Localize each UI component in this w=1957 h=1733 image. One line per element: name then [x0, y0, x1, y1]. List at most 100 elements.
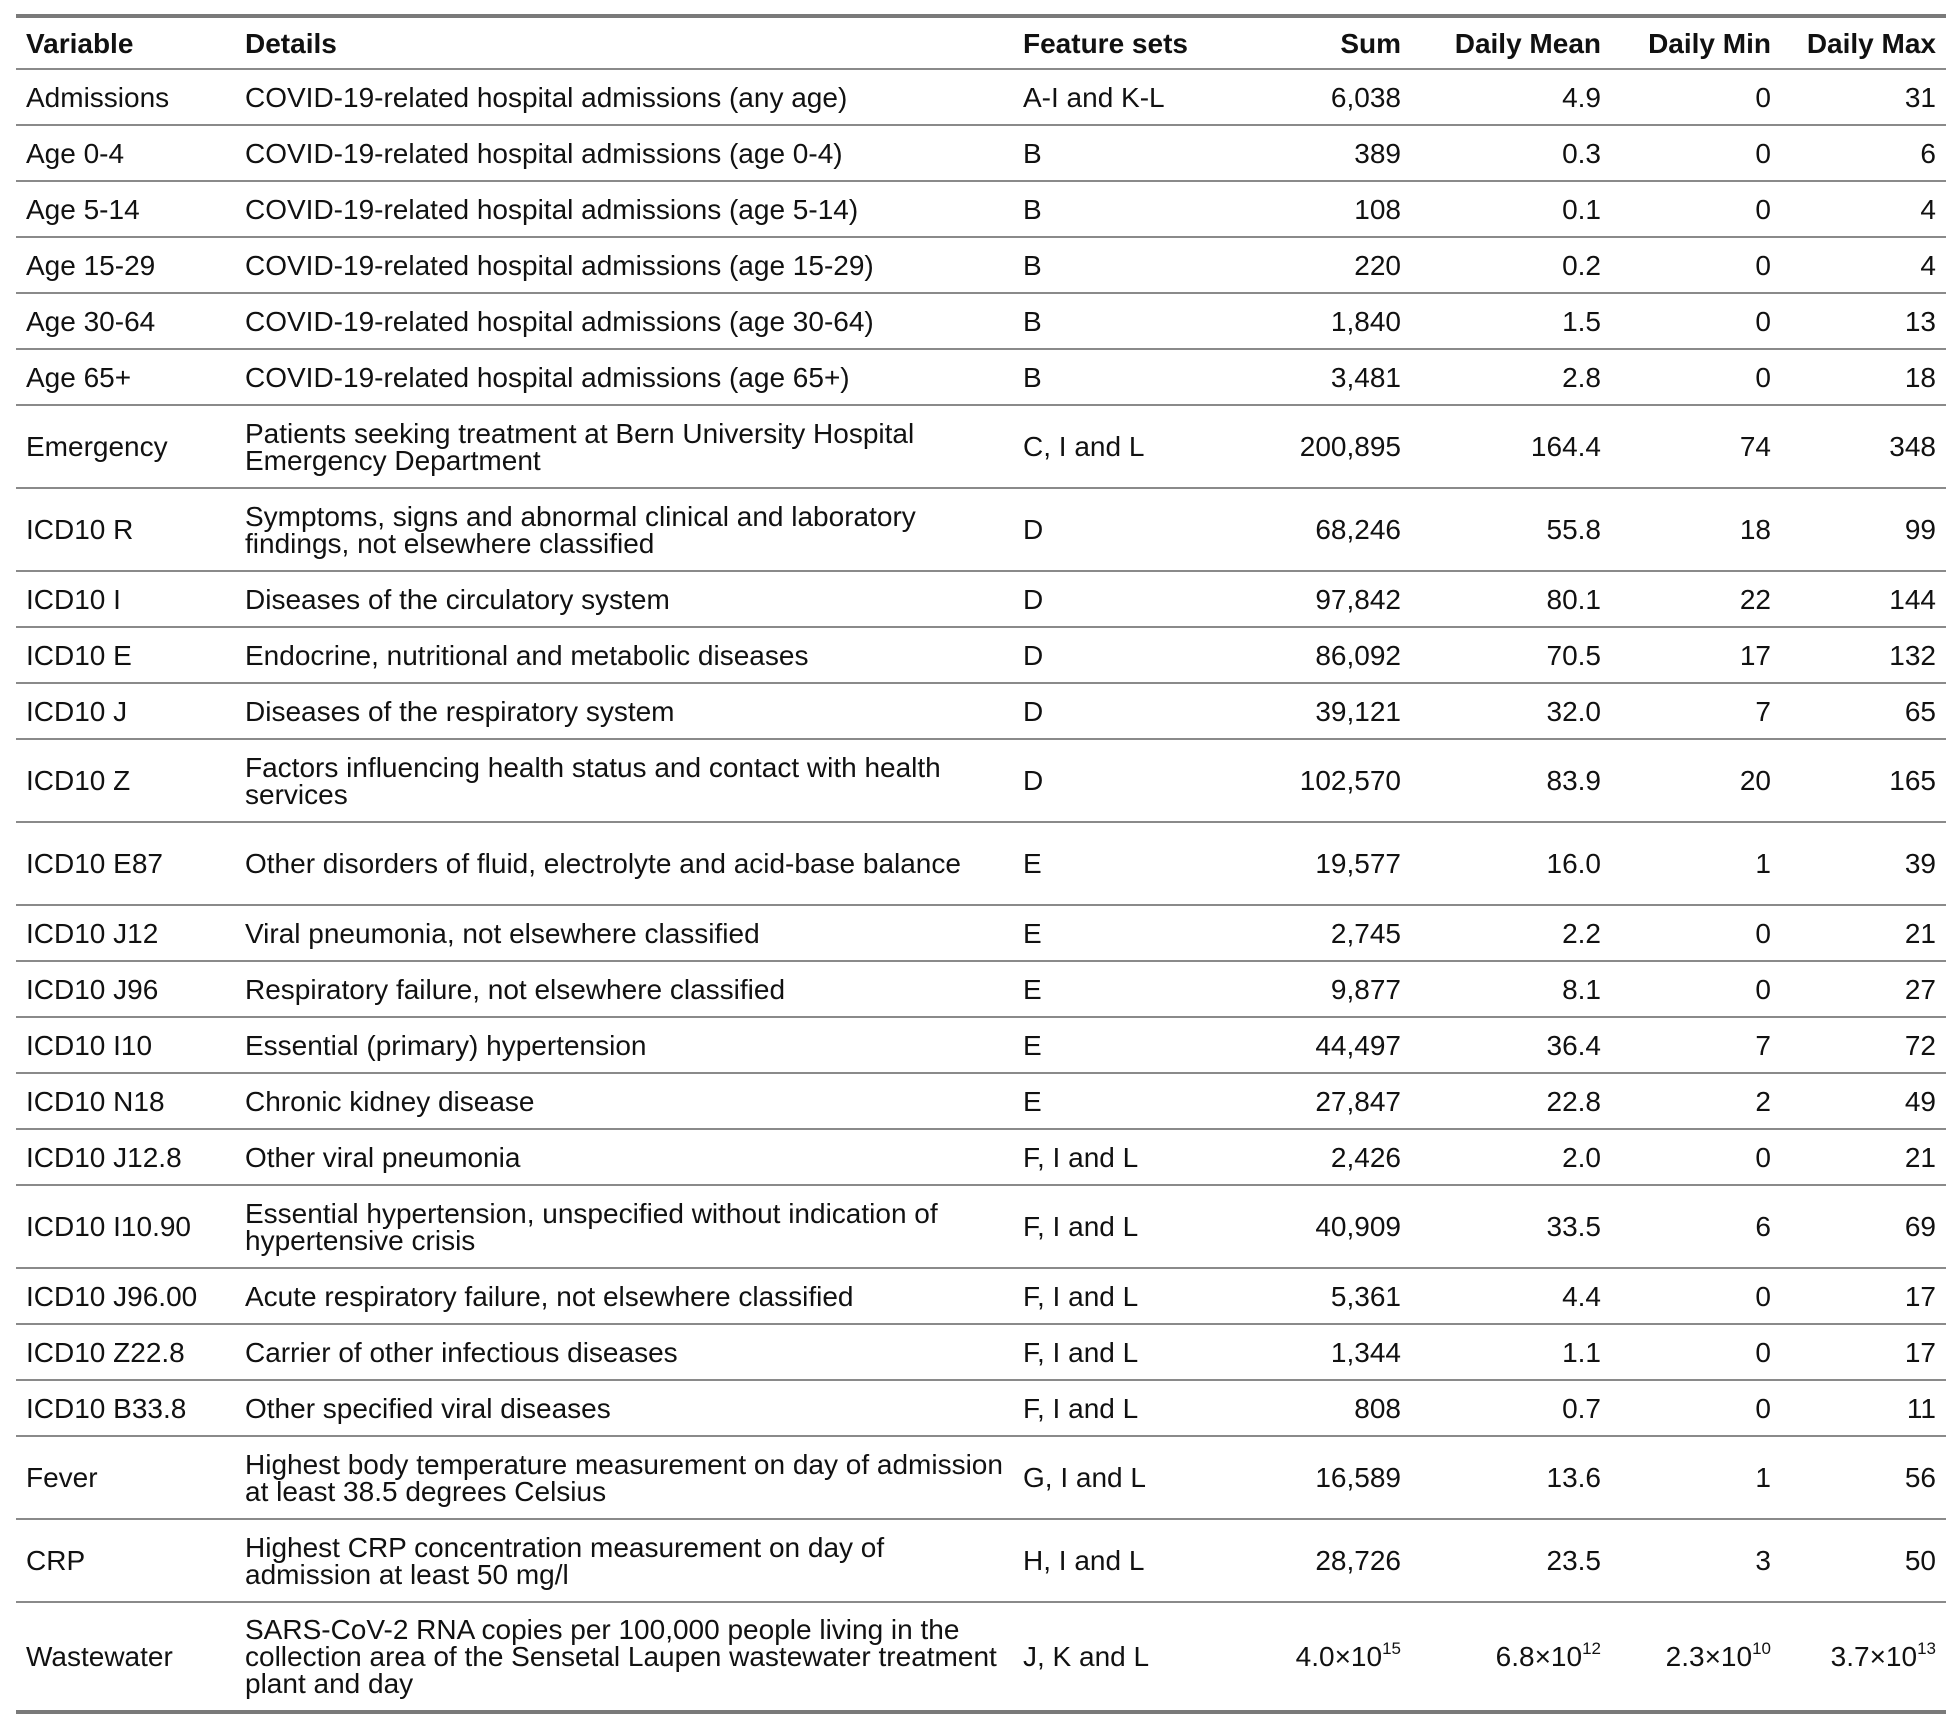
cell-daily-mean: 8.1	[1411, 961, 1611, 1018]
cell-daily-min: 0	[1611, 1380, 1781, 1437]
cell-feature-sets: D	[1013, 739, 1207, 823]
cell-feature-sets: E	[1013, 1073, 1207, 1130]
cell-daily-max: 50	[1781, 1519, 1946, 1603]
cell-details: Respiratory failure, not elsewhere class…	[235, 961, 1013, 1018]
cell-sum: 16,589	[1207, 1436, 1411, 1520]
cell-feature-sets: E	[1013, 1017, 1207, 1074]
cell-daily-min: 0	[1611, 349, 1781, 406]
cell-daily-mean: 32.0	[1411, 683, 1611, 740]
cell-variable: Age 0-4	[16, 125, 235, 182]
table-row: ICD10 J Diseases of the respiratory syste…	[16, 683, 1946, 740]
cell-daily-max: 27	[1781, 961, 1946, 1018]
cell-daily-mean: 33.5	[1411, 1185, 1611, 1269]
cell-daily-max: 21	[1781, 905, 1946, 962]
cell-daily-mean: 2.2	[1411, 905, 1611, 962]
cell-sum: 3,481	[1207, 349, 1411, 406]
header-daily-min: Daily Min	[1611, 14, 1781, 70]
cell-details: COVID-19-related hospital admissions (ag…	[235, 125, 1013, 182]
cell-sum: 39,121	[1207, 683, 1411, 740]
cell-variable: ICD10 I10	[16, 1017, 235, 1074]
cell-details: Symptoms, signs and abnormal clinical an…	[235, 488, 1013, 572]
table-row: Admissions COVID-19-related hospital admi…	[16, 69, 1946, 126]
cell-details: Essential (primary) hypertension	[235, 1017, 1013, 1074]
cell-daily-mean: 70.5	[1411, 627, 1611, 684]
cell-daily-mean: 23.5	[1411, 1519, 1611, 1603]
cell-variable: ICD10 J	[16, 683, 235, 740]
cell-details: Patients seeking treatment at Bern Unive…	[235, 405, 1013, 489]
cell-sum: 389	[1207, 125, 1411, 182]
cell-daily-max: 17	[1781, 1324, 1946, 1381]
cell-sum: 68,246	[1207, 488, 1411, 572]
cell-details: SARS-CoV-2 RNA copies per 100,000 people…	[235, 1602, 1013, 1714]
table-row: Age 0-4 COVID-19-related hospital admissi…	[16, 125, 1946, 182]
cell-feature-sets: F, I and L	[1013, 1380, 1207, 1437]
cell-daily-min: 0	[1611, 69, 1781, 126]
cell-variable: Age 30-64	[16, 293, 235, 350]
cell-sum: 2,745	[1207, 905, 1411, 962]
cell-daily-min: 0	[1611, 181, 1781, 238]
cell-feature-sets: C, I and L	[1013, 405, 1207, 489]
cell-details: Diseases of the circulatory system	[235, 571, 1013, 628]
cell-sum: 4.0×1015	[1207, 1602, 1411, 1714]
cell-daily-min: 17	[1611, 627, 1781, 684]
cell-feature-sets: F, I and L	[1013, 1185, 1207, 1269]
cell-variable: ICD10 I	[16, 571, 235, 628]
cell-sum: 97,842	[1207, 571, 1411, 628]
cell-feature-sets: D	[1013, 571, 1207, 628]
cell-feature-sets: E	[1013, 961, 1207, 1018]
cell-daily-min: 0	[1611, 1268, 1781, 1325]
cell-feature-sets: B	[1013, 349, 1207, 406]
cell-variable: ICD10 B33.8	[16, 1380, 235, 1437]
cell-daily-min: 6	[1611, 1185, 1781, 1269]
cell-variable: Age 15-29	[16, 237, 235, 294]
cell-details: Viral pneumonia, not elsewhere classifie…	[235, 905, 1013, 962]
table-row: ICD10 J12 Viral pneumonia, not elsewhere …	[16, 905, 1946, 962]
cell-daily-min: 1	[1611, 822, 1781, 906]
cell-feature-sets: B	[1013, 181, 1207, 238]
table-row: Fever Highest body temperature measuremen…	[16, 1436, 1946, 1520]
cell-sum: 44,497	[1207, 1017, 1411, 1074]
cell-feature-sets: B	[1013, 125, 1207, 182]
cell-details: COVID-19-related hospital admissions (ag…	[235, 349, 1013, 406]
header-row: Variable Details Feature sets Sum Daily …	[16, 14, 1946, 70]
cell-daily-mean: 36.4	[1411, 1017, 1611, 1074]
cell-details: Acute respiratory failure, not elsewhere…	[235, 1268, 1013, 1325]
cell-daily-mean: 1.5	[1411, 293, 1611, 350]
table-row: CRP Highest CRP concentration measurement…	[16, 1519, 1946, 1603]
cell-feature-sets: E	[1013, 822, 1207, 906]
cell-sum: 5,361	[1207, 1268, 1411, 1325]
cell-sum: 40,909	[1207, 1185, 1411, 1269]
cell-daily-max: 65	[1781, 683, 1946, 740]
table-row: ICD10 I10.90 Essential hypertension, unsp…	[16, 1185, 1946, 1269]
cell-variable: ICD10 J96	[16, 961, 235, 1018]
cell-feature-sets: F, I and L	[1013, 1324, 1207, 1381]
header-daily-max: Daily Max	[1781, 14, 1946, 70]
cell-feature-sets: G, I and L	[1013, 1436, 1207, 1520]
cell-daily-mean: 6.8×1012	[1411, 1602, 1611, 1714]
cell-daily-min: 3	[1611, 1519, 1781, 1603]
cell-variable: ICD10 Z	[16, 739, 235, 823]
data-table: Variable Details Feature sets Sum Daily …	[16, 14, 1946, 1714]
cell-daily-max: 165	[1781, 739, 1946, 823]
cell-details: Endocrine, nutritional and metabolic dis…	[235, 627, 1013, 684]
cell-variable: ICD10 N18	[16, 1073, 235, 1130]
table-row: ICD10 E87 Other disorders of fluid, elect…	[16, 822, 1946, 906]
cell-daily-max: 348	[1781, 405, 1946, 489]
cell-variable: Wastewater	[16, 1602, 235, 1714]
cell-details: Factors influencing health status and co…	[235, 739, 1013, 823]
cell-feature-sets: E	[1013, 905, 1207, 962]
cell-feature-sets: B	[1013, 293, 1207, 350]
cell-daily-min: 2.3×1010	[1611, 1602, 1781, 1714]
cell-mean-base: 6.8×10	[1495, 1641, 1583, 1672]
cell-max-exponent: 13	[1917, 1639, 1936, 1658]
cell-sum: 86,092	[1207, 627, 1411, 684]
cell-daily-max: 39	[1781, 822, 1946, 906]
cell-daily-mean: 0.7	[1411, 1380, 1611, 1437]
cell-daily-max: 11	[1781, 1380, 1946, 1437]
cell-feature-sets: J, K and L	[1013, 1602, 1207, 1714]
cell-feature-sets: D	[1013, 488, 1207, 572]
cell-daily-max: 4	[1781, 237, 1946, 294]
cell-variable: ICD10 Z22.8	[16, 1324, 235, 1381]
cell-sum: 28,726	[1207, 1519, 1411, 1603]
table-row: Age 5-14 COVID-19-related hospital admiss…	[16, 181, 1946, 238]
